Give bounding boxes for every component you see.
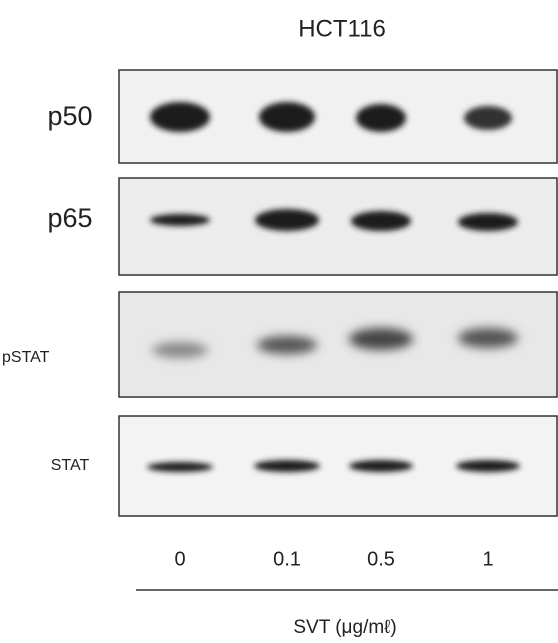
- lane-label: 0.1: [273, 548, 301, 570]
- row-label: p50: [47, 101, 92, 131]
- page: HCT116 p50 p65 pSTAT STAT 0 0.1 0.5 1 SV…: [0, 0, 558, 643]
- lane-label: 1: [482, 548, 493, 570]
- row-label: STAT: [51, 457, 90, 474]
- lane-label: 0: [174, 548, 185, 570]
- figure: HCT116 p50 p65 pSTAT STAT 0 0.1 0.5 1 SV…: [0, 0, 558, 643]
- axis-label: SVT (μg/mℓ): [293, 617, 396, 638]
- row-label: p65: [47, 203, 92, 233]
- row-label: pSTAT: [2, 349, 50, 366]
- title: HCT116: [298, 15, 386, 42]
- lane-label: 0.5: [367, 548, 395, 570]
